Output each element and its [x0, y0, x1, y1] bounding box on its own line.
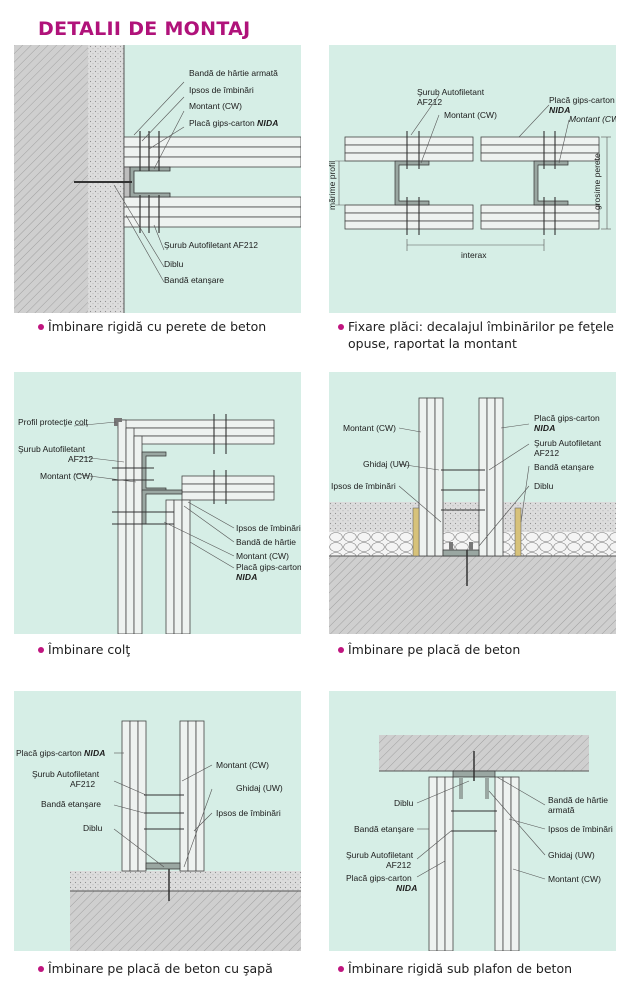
label-stud-cw: Montant (CW) — [216, 760, 269, 770]
panel-ceiling-joint: Diblu Bandă etanşare Şurub Autofiletant A… — [329, 691, 616, 951]
panel-corner-joint: Profil protecţie colţ Şurub Autofiletant… — [14, 372, 301, 634]
caption-panel-3: Îmbinare colţ — [38, 641, 130, 658]
label-screw: Şurub Autofiletant AF212 — [346, 850, 414, 870]
label-dowel: Diblu — [394, 798, 414, 808]
nida-logo: NIDA — [84, 748, 106, 758]
label-joint-plaster: Ipsos de îmbinări — [216, 808, 281, 818]
caption-panel-4: Îmbinare pe placă de beton — [338, 641, 520, 658]
label-track-uw: Ghidaj (UW) — [548, 850, 595, 860]
panel-concrete-wall-joint: Bandă de hârtie armată Ipsos de îmbinări… — [14, 45, 301, 313]
bullet-icon — [338, 323, 344, 330]
label-sealing-tape: Bandă etanşare — [534, 462, 595, 472]
panel-slab-screed-joint: Placă gips-carton NIDA Şurub Autofiletan… — [14, 691, 301, 951]
label-sealing-tape: Bandă etanşare — [354, 824, 415, 834]
panel-concrete-slab-joint: Montant (CW) Ghidaj (UW) Ipsos de îmbină… — [329, 372, 616, 634]
nida-logo: NIDA — [549, 105, 571, 115]
caption-panel-6: Îmbinare rigidă sub plafon de beton — [338, 960, 572, 977]
label-reinforced-paper-tape: Bandă de hârtie armată — [189, 68, 278, 78]
label-track-uw: Ghidaj (UW) — [236, 783, 283, 793]
nida-logo: NIDA — [257, 118, 279, 128]
label-screw: Şurub Autofiletant AF212 — [164, 240, 259, 250]
bullet-icon — [38, 323, 44, 330]
caption-panel-5: Îmbinare pe placă de beton cu şapă — [38, 960, 273, 977]
bullet-icon — [38, 965, 44, 972]
label-interax: interax — [461, 250, 487, 260]
label-screw: Şurub Autofiletant AF212 — [417, 87, 485, 107]
slab-screed-drawing — [70, 720, 301, 951]
label-dowel: Diblu — [534, 481, 554, 491]
label-plasterboard: Placă gips-carton NIDA — [346, 873, 418, 893]
label-plasterboard: Placă gips-carton NIDA — [189, 118, 279, 128]
bullet-icon — [38, 646, 44, 653]
label-plasterboard: Placă gips-carton NIDA — [236, 562, 301, 582]
label-stud-cw-right: Montant (CW) — [569, 114, 616, 124]
label-joint-plaster: Ipsos de îmbinări — [331, 481, 396, 491]
label-stud-cw-2: Montant (CW) — [236, 551, 289, 561]
label-plasterboard: Placă gips-carton NIDA — [16, 748, 106, 758]
panel-board-fixing-offset: Şurub Autofiletant AF212 Montant (CW) Pla… — [329, 45, 616, 313]
label-corner-profile: Profil protecţie colţ — [18, 417, 88, 427]
concrete-slab-drawing — [329, 397, 616, 634]
label-joint-plaster: Ipsos de îmbinări — [189, 85, 254, 95]
label-stud-cw: Montant (CW) — [343, 423, 396, 433]
label-stud-cw: Montant (CW) — [548, 874, 601, 884]
caption-panel-2: Fixare plăci: decalajul îmbinărilor pe f… — [338, 318, 614, 352]
ceiling-joint-drawing — [379, 735, 589, 951]
concrete-wall-joint-drawing — [14, 45, 301, 313]
label-plasterboard: Placă gips-carton NIDA — [534, 413, 600, 433]
board-fixing-drawing — [335, 94, 611, 251]
label-stud-cw: Montant (CW) — [444, 110, 497, 120]
nida-logo: NIDA — [534, 423, 556, 433]
label-stud-cw: Montant (CW) — [189, 101, 242, 111]
label-paper-tape: Bandă de hârtie armată — [548, 795, 609, 815]
label-screw: Şurub Autofiletant AF212 — [534, 438, 602, 458]
label-paper-tape: Bandă de hârtie — [236, 537, 297, 547]
label-sealing-tape: Bandă etanşare — [164, 275, 225, 285]
label-stud-cw: Montant (CW) — [40, 471, 93, 481]
page-title: DETALII DE MONTAJ — [38, 18, 251, 40]
label-dowel: Diblu — [83, 823, 103, 833]
label-profile-size: mărime profil — [329, 160, 337, 210]
label-screw: Şurub Autofiletant AF212 — [32, 769, 100, 789]
caption-panel-1: Îmbinare rigidă cu perete de beton — [38, 318, 266, 335]
label-joint-plaster: Ipsos de îmbinări — [548, 824, 613, 834]
nida-logo: NIDA — [396, 883, 418, 893]
nida-logo: NIDA — [236, 572, 258, 582]
corner-joint-drawing — [73, 414, 275, 634]
bullet-icon — [338, 646, 344, 653]
label-dowel: Diblu — [164, 259, 184, 269]
bullet-icon — [338, 965, 344, 972]
label-wall-thickness: grosime perete — [592, 153, 602, 210]
label-track-uw: Ghidaj (UW) — [363, 459, 410, 469]
label-sealing-tape: Bandă etanşare — [41, 799, 102, 809]
label-screw: Şurub Autofiletant AF212 — [18, 444, 94, 464]
label-plasterboard: Placă gips-carton NIDA — [549, 95, 615, 115]
label-joint-plaster: Ipsos de îmbinări — [236, 523, 301, 533]
